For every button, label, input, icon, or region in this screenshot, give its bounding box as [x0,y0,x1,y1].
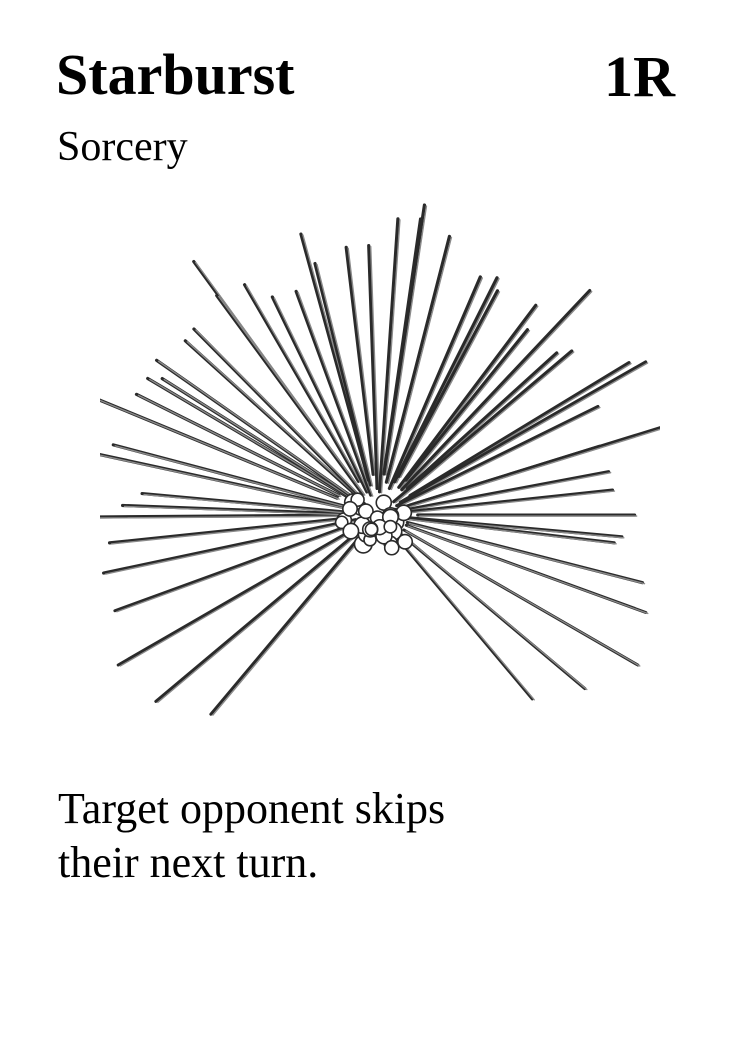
spine-shade [390,277,484,491]
rules-text-line-2: their next turn. [58,838,319,887]
spine-shade [273,297,370,494]
spine-shade [186,341,364,501]
urchin-body-cell [383,519,398,534]
spine [154,532,357,703]
spine-shade [218,295,366,496]
spine-shade [104,520,359,575]
spine [120,503,341,516]
starburst-illustration-icon [100,203,660,716]
spine-shade [316,263,374,487]
spine [116,528,354,667]
card-art [100,180,660,740]
spine-shade [163,378,361,504]
urchin-body-cell [342,500,358,517]
spine [398,426,660,510]
spine [408,361,631,498]
spine-shade [347,247,376,477]
spine-shade [100,399,340,500]
spine-shade [385,205,428,476]
spine [215,293,365,496]
spine-shade [370,245,380,491]
urchin-body-cell [364,522,379,537]
spine [406,516,616,545]
spine [405,351,559,490]
spine-shade [100,454,358,512]
spine [395,536,534,701]
spine-shade [408,490,616,514]
card-name: Starburst [56,42,295,107]
spine-shade [137,394,342,498]
spine-shade [405,530,641,667]
spine [404,328,530,482]
spine-shade [399,291,501,478]
spine-shade [409,518,617,545]
spine [397,289,500,478]
spine-shade [110,518,349,545]
spine-shade [401,362,649,504]
spine [402,470,611,512]
spine-shade [114,445,358,511]
spine-shade [403,290,593,492]
spine [113,523,352,613]
spine [382,203,427,476]
spine [400,288,592,492]
spine [393,276,499,484]
rules-text-line-1: Target opponent skips [58,784,446,833]
urchin-body-cell [383,539,400,556]
spine-shade [401,428,660,510]
spine [395,404,600,508]
spine [344,245,375,476]
mana-cost: 1R [604,44,675,109]
spine-shade [157,360,360,502]
spine-shade [212,538,362,716]
spine [387,275,482,491]
spine [140,491,348,514]
spine-shade [407,525,649,615]
spine-shade [245,284,362,483]
spine [392,349,574,504]
spine [397,303,538,489]
spine [242,283,361,483]
spine [100,513,345,519]
rules-text: Target opponent skips their next turn. [58,782,678,890]
spine [107,516,348,545]
spine [209,536,361,716]
spine-shade [195,329,361,497]
spine [367,244,379,491]
spine-shade [387,236,453,484]
spine-shade [143,493,349,514]
urchin-body-cell [357,503,374,520]
spine-shade [407,330,531,482]
spine [101,518,358,575]
spine-shade [395,351,575,504]
spine-shade [157,534,358,704]
spine-shade [123,505,342,516]
spine-shade [149,378,352,500]
spine-shade [119,530,355,667]
spine-shade [405,472,612,512]
spine [192,327,360,497]
spine-shade [297,291,374,497]
spine-shade [100,515,346,519]
spine [384,234,452,484]
spine-shade [402,534,588,691]
spine [396,515,624,539]
spine [299,232,371,482]
urchin-body-cell [397,533,414,550]
spine [377,217,400,494]
spine [270,295,369,494]
card-type-line: Sorcery [57,124,188,170]
urchin-body-cell [342,522,360,540]
spine-shade [116,525,353,613]
spine [398,360,648,504]
spine [405,488,615,514]
spine-shade [398,538,535,701]
spine [294,289,373,497]
spine-shade [408,522,646,585]
spine-shade [398,406,601,508]
spine [313,261,373,487]
spine-shade [380,219,401,494]
